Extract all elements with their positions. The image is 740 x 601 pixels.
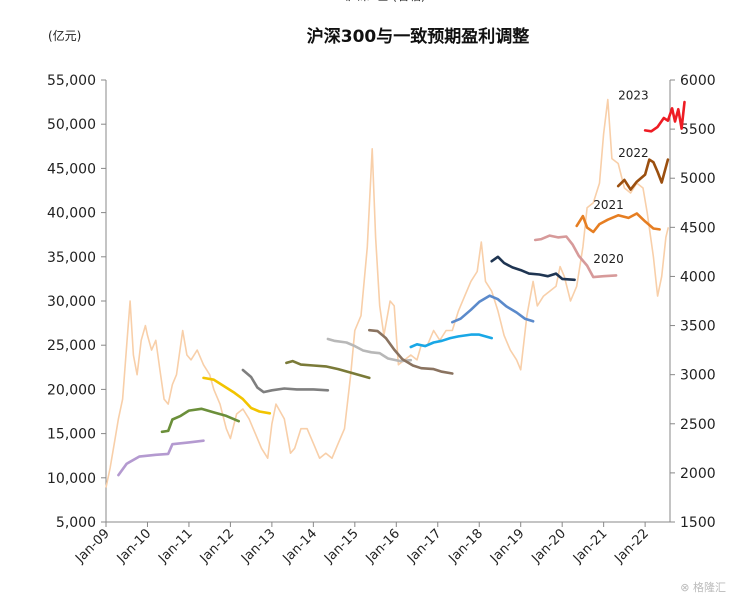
right-tick-label: 6000 xyxy=(680,73,716,89)
x-tick-label: Jan-16 xyxy=(363,526,404,567)
earnings-line-2015 xyxy=(326,337,413,363)
labels-layer: 2023 2022 2021 2020 沪深300(右轴) xyxy=(345,0,649,266)
left-tick-label: 5,000 xyxy=(56,515,96,531)
earnings-line-2014 xyxy=(285,359,371,380)
earnings-line-2018 xyxy=(451,294,535,324)
earnings-series-layer xyxy=(117,100,686,477)
left-tick-label: 10,000 xyxy=(47,471,96,487)
series-label-2022: 2022 xyxy=(618,146,649,160)
x-tick-label: Jan-12 xyxy=(197,526,238,567)
earnings-line-2022 xyxy=(616,158,670,191)
x-tick-label: Jan-19 xyxy=(487,526,528,567)
x-tick-label: Jan-09 xyxy=(72,526,113,567)
right-tick-label: 4000 xyxy=(680,269,716,285)
watermark-logo: ⊗ 格隆汇 xyxy=(680,581,726,594)
earnings-line-2011 xyxy=(160,407,240,434)
earnings-line-2017 xyxy=(409,333,493,349)
right-tick-label: 4500 xyxy=(680,220,716,236)
right-tick-label: 5500 xyxy=(680,122,716,138)
left-tick-label: 25,000 xyxy=(47,338,96,354)
left-tick-label: 40,000 xyxy=(47,206,96,222)
x-tick-label: Jan-15 xyxy=(321,526,362,567)
left-tick-label: 15,000 xyxy=(47,427,96,443)
right-tick-label: 2500 xyxy=(680,417,716,433)
earnings-line-2019 xyxy=(490,255,576,282)
earnings-line-2023 xyxy=(643,100,686,133)
right-tick-label: 5000 xyxy=(680,171,716,187)
left-tick-label: 35,000 xyxy=(47,250,96,266)
x-tick-label: Jan-22 xyxy=(611,526,652,567)
earnings-line-2016 xyxy=(368,328,454,375)
earnings-line-2013 xyxy=(241,368,330,394)
x-tick-label: Jan-13 xyxy=(238,526,279,567)
earnings-line-2021 xyxy=(575,212,661,234)
x-tick-label: Jan-11 xyxy=(155,526,196,567)
series-label-2020: 2020 xyxy=(593,252,624,266)
left-axis-unit: (亿元) xyxy=(48,28,81,43)
left-tick-label: 50,000 xyxy=(47,117,96,133)
earnings-line-2012 xyxy=(202,376,272,415)
x-tick-label: Jan-14 xyxy=(280,526,321,567)
chart-title: 沪深300与一致预期盈利调整 xyxy=(307,26,530,47)
left-tick-label: 55,000 xyxy=(47,73,96,89)
x-tick-label: Jan-20 xyxy=(529,526,570,567)
series-label-2021: 2021 xyxy=(593,198,624,212)
earnings-line-2020 xyxy=(533,234,618,279)
x-tick-label: Jan-17 xyxy=(404,526,445,567)
right-tick-label: 3500 xyxy=(680,319,716,335)
left-tick-label: 20,000 xyxy=(47,382,96,398)
left-tick-label: 45,000 xyxy=(47,161,96,177)
series-label-2023: 2023 xyxy=(618,88,649,102)
csi300-line xyxy=(105,98,670,488)
right-tick-label: 2000 xyxy=(680,466,716,482)
x-tick-label: Jan-10 xyxy=(114,526,155,567)
x-tick-label: Jan-21 xyxy=(570,526,611,567)
left-tick-label: 30,000 xyxy=(47,294,96,310)
csi300-layer xyxy=(105,98,670,488)
earnings-line-2010 xyxy=(117,439,205,477)
csi300-annotation: 沪深300(右轴) xyxy=(345,0,425,3)
x-tick-label: Jan-18 xyxy=(446,526,487,567)
right-tick-label: 1500 xyxy=(680,515,716,531)
right-tick-label: 3000 xyxy=(680,368,716,384)
